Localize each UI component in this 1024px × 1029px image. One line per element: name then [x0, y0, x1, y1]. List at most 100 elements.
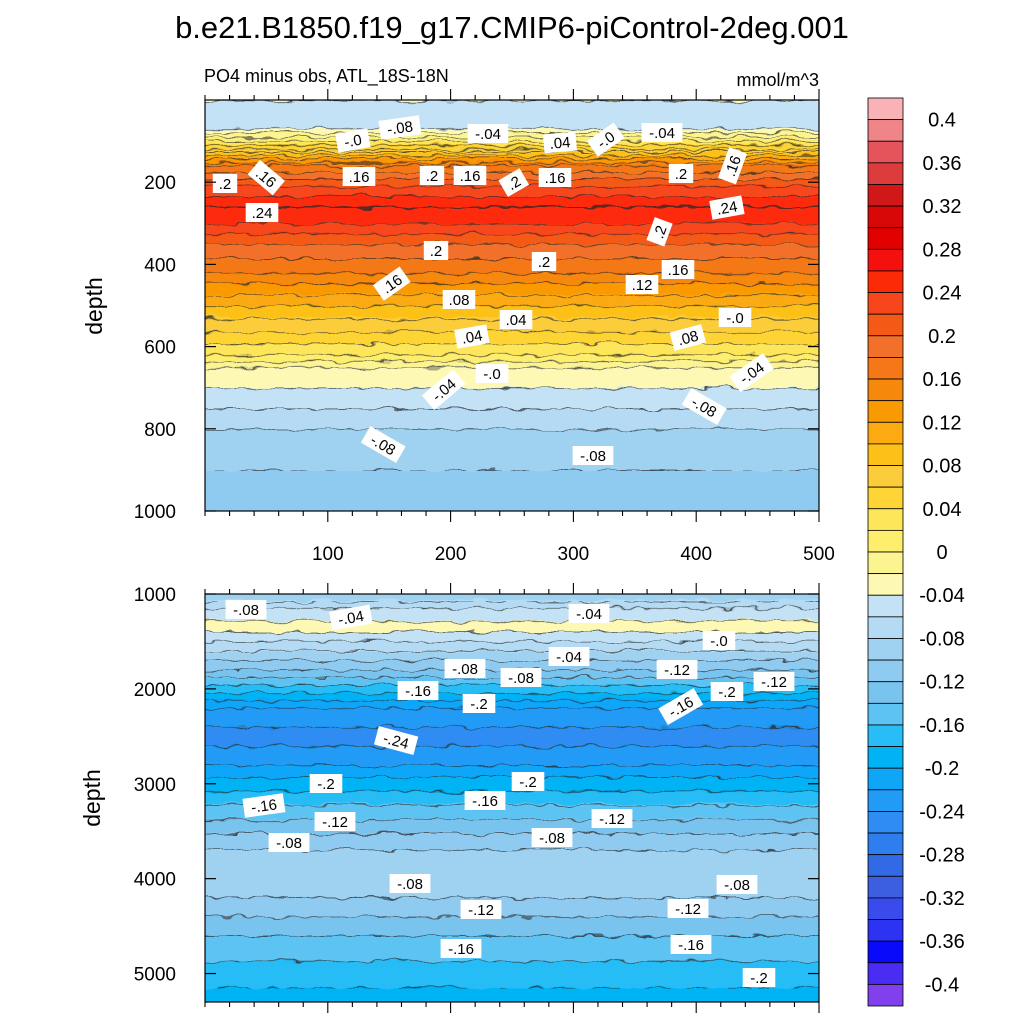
contour-band: [205, 602, 819, 607]
contour-label-box: [460, 900, 502, 919]
contour-band: [205, 258, 819, 263]
contour-band: [205, 408, 819, 412]
contour-band: [205, 502, 819, 506]
contour-label-box: [661, 260, 695, 279]
contour-label-box: [641, 123, 683, 142]
contour-label-box: [742, 968, 776, 987]
contour-label-box: [753, 672, 795, 691]
contour-label-box: [268, 833, 310, 852]
colorbar-swatch: [867, 940, 904, 964]
colorbar: 0.4 0.36 0.32 0.28 0.24 0.2 0.16 0.12 0.08 0.04 0 -…: [867, 97, 965, 1007]
contour-band: [205, 926, 819, 930]
contour-label: -.08: [268, 833, 310, 852]
contour-band: [205, 862, 819, 866]
contour-band: [205, 832, 819, 837]
contour-band: [205, 167, 819, 172]
contour-band: [205, 328, 819, 333]
contour-band: [205, 152, 819, 157]
contour-label-text: -.04: [475, 126, 501, 143]
contour-band: [205, 446, 819, 451]
colorbar-tick-label: -0.04: [919, 585, 965, 607]
contour-band: [205, 235, 819, 239]
contour-band: [205, 710, 819, 715]
contour-band: [205, 623, 819, 627]
contour-band: [205, 302, 819, 307]
colorbar-tick-label: -0.08: [919, 628, 965, 650]
colorbar-swatch: [867, 854, 904, 877]
contour-band: [205, 952, 819, 957]
colorbar-swatch: [867, 832, 904, 856]
y-tick-label: 5000: [134, 965, 176, 986]
contour-band: [205, 199, 819, 204]
contour-label-text: -.08: [508, 670, 534, 687]
x-tick-label: 200: [435, 544, 467, 565]
contour-band: [205, 466, 819, 471]
contour-label-text: -.12: [664, 662, 690, 679]
contour-label-text: -.16: [448, 941, 474, 958]
contour-band: [205, 196, 819, 201]
contour-band: [205, 614, 819, 619]
contour-band: [205, 897, 819, 901]
contour-label-box: [462, 694, 496, 713]
contour-band: [205, 626, 819, 630]
contour-label: -.0: [335, 128, 371, 153]
colorbar-swatch: [867, 529, 904, 553]
contour-label: -.04: [568, 604, 610, 623]
contour-band: [205, 745, 819, 750]
colorbar-tick-label: 0.4: [928, 110, 956, 132]
contour-band: [205, 164, 819, 169]
contour-label-box: [668, 164, 694, 183]
contour-band: [205, 908, 819, 913]
colorbar-swatch: [867, 378, 904, 402]
contour-band: [205, 484, 819, 489]
contour-band: [205, 943, 819, 948]
y-tick-label: 800: [144, 420, 176, 441]
contour-label-text: -.16: [250, 796, 278, 816]
contour-label: -.04: [641, 123, 683, 142]
contour-label-text: .2: [430, 243, 443, 260]
contour-band: [205, 132, 819, 137]
contour-band: [205, 996, 819, 1000]
contour-label-box: [531, 828, 573, 847]
contour-band: [197, 514, 827, 518]
contour-band: [205, 827, 819, 831]
colorbar-swatch: [867, 789, 904, 812]
contour-band: [205, 296, 819, 301]
contour-label-box: [442, 290, 476, 309]
contour-band: [205, 795, 819, 799]
contour-label-text: -.12: [599, 811, 625, 828]
contour-band: [205, 141, 819, 145]
colorbar-tick-label: -0.28: [919, 845, 965, 867]
colorbar-tick-label: 0.24: [923, 283, 962, 305]
colorbar-swatch: [867, 292, 904, 315]
contour-label: .04: [499, 310, 533, 329]
contour-band: [205, 452, 819, 457]
contour-label-text: .12: [632, 277, 653, 294]
contour-label-box: [335, 128, 371, 153]
contour-label-box: [360, 426, 406, 463]
contour-band: [205, 661, 819, 665]
lower-panel-frame: [204, 593, 820, 1003]
colorbar-swatch: [867, 767, 904, 791]
contour-band: [205, 620, 819, 624]
contour-label-text: .04: [506, 312, 527, 329]
contour-band: [205, 102, 819, 107]
y-tick-label: 200: [144, 173, 176, 194]
contour-band: [205, 815, 819, 820]
contour-label-box: [586, 122, 625, 157]
contour-band: [205, 900, 819, 904]
contour-band: [205, 440, 819, 445]
contour-band: [205, 419, 819, 424]
contour-band: [205, 361, 819, 366]
contour-label: .16: [247, 159, 285, 196]
contour-label-text: .2: [219, 176, 232, 193]
upper-panel-frame: [204, 99, 820, 512]
contour-band: [205, 984, 819, 989]
contour-band: [205, 393, 819, 398]
contour-label-box: [389, 874, 431, 893]
contour-band: [205, 929, 819, 933]
contour-label: -.24: [373, 726, 419, 755]
contour-band: [205, 120, 819, 125]
contour-band: [205, 847, 819, 852]
y-tick-label: 2000: [134, 680, 176, 701]
